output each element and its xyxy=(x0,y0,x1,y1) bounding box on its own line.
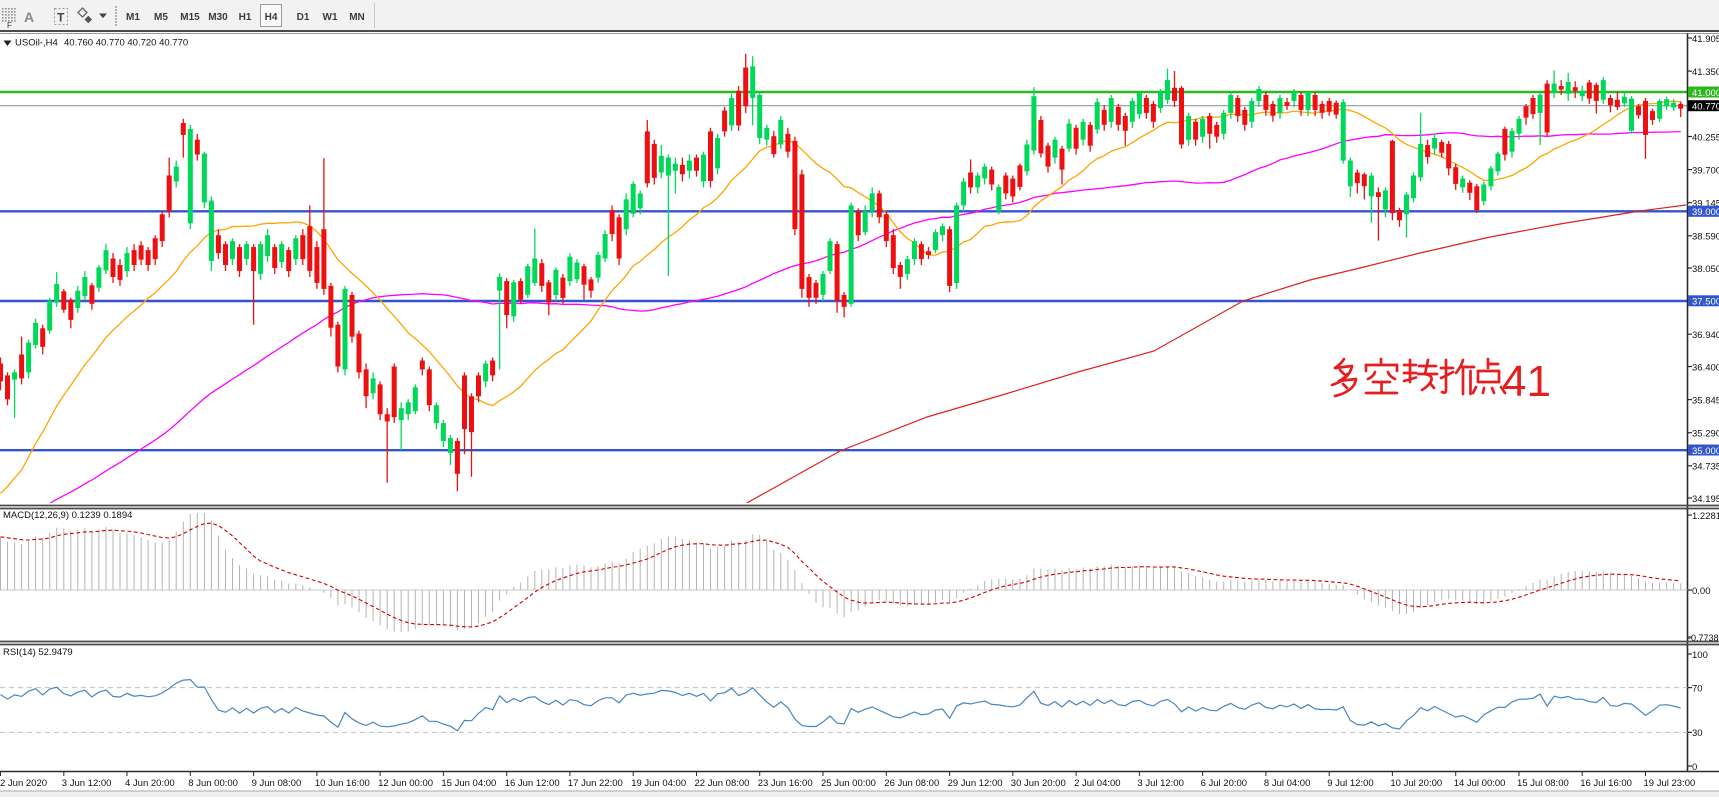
svg-text:W1: W1 xyxy=(323,12,338,23)
svg-text:100: 100 xyxy=(1692,650,1708,661)
svg-text:26 Jun 08:00: 26 Jun 08:00 xyxy=(884,778,939,789)
svg-text:25 Jun 00:00: 25 Jun 00:00 xyxy=(821,778,876,789)
svg-text:3 Jun 12:00: 3 Jun 12:00 xyxy=(62,778,112,789)
svg-text:T: T xyxy=(57,11,65,25)
svg-text:12 Jun 00:00: 12 Jun 00:00 xyxy=(378,778,433,789)
svg-text:22 Jun 08:00: 22 Jun 08:00 xyxy=(695,778,750,789)
svg-text:2 Jul 04:00: 2 Jul 04:00 xyxy=(1074,778,1120,789)
svg-text:M15: M15 xyxy=(180,12,200,23)
svg-text:41.350: 41.350 xyxy=(1692,67,1719,78)
svg-text:6 Jul 20:00: 6 Jul 20:00 xyxy=(1201,778,1247,789)
svg-text:9 Jun 08:00: 9 Jun 08:00 xyxy=(252,778,302,789)
svg-text:34.195: 34.195 xyxy=(1692,494,1719,505)
svg-text:39.145: 39.145 xyxy=(1692,199,1719,210)
svg-text:19 Jun 04:00: 19 Jun 04:00 xyxy=(631,778,686,789)
svg-text:30: 30 xyxy=(1692,728,1703,739)
svg-text:0.00: 0.00 xyxy=(1692,586,1711,597)
svg-text:17 Jun 22:00: 17 Jun 22:00 xyxy=(568,778,623,789)
svg-text:RSI(14) 52.9479: RSI(14) 52.9479 xyxy=(3,647,73,658)
svg-text:2 Jun 2020: 2 Jun 2020 xyxy=(0,778,47,789)
svg-text:4 Jun 20:00: 4 Jun 20:00 xyxy=(125,778,175,789)
svg-text:40.760 40.770 40.720 40.770: 40.760 40.770 40.720 40.770 xyxy=(64,38,188,49)
svg-text:F: F xyxy=(7,21,12,30)
svg-text:34.735: 34.735 xyxy=(1692,462,1719,473)
svg-text:H1: H1 xyxy=(239,12,252,23)
svg-text:1.2281: 1.2281 xyxy=(1692,511,1719,522)
svg-text:14 Jul 00:00: 14 Jul 00:00 xyxy=(1454,778,1506,789)
svg-text:36.400: 36.400 xyxy=(1692,362,1719,373)
svg-text:39.000: 39.000 xyxy=(1692,207,1719,218)
svg-text:H4: H4 xyxy=(265,12,278,23)
svg-text:38.590: 38.590 xyxy=(1692,232,1719,243)
svg-text:M5: M5 xyxy=(154,12,168,23)
svg-text:41.905: 41.905 xyxy=(1692,34,1719,45)
svg-text:35.845: 35.845 xyxy=(1692,395,1719,406)
svg-text:19 Jul 23:00: 19 Jul 23:00 xyxy=(1644,778,1696,789)
svg-text:3 Jul 12:00: 3 Jul 12:00 xyxy=(1137,778,1183,789)
svg-text:16 Jun 12:00: 16 Jun 12:00 xyxy=(505,778,560,789)
svg-text:36.940: 36.940 xyxy=(1692,330,1719,341)
svg-text:MACD(12,26,9) 0.1239 0.1894: MACD(12,26,9) 0.1239 0.1894 xyxy=(3,510,132,521)
svg-text:16 Jul 16:00: 16 Jul 16:00 xyxy=(1580,778,1632,789)
svg-text:35.290: 35.290 xyxy=(1692,429,1719,440)
svg-text:9 Jul 12:00: 9 Jul 12:00 xyxy=(1327,778,1373,789)
svg-text:15 Jul 08:00: 15 Jul 08:00 xyxy=(1517,778,1569,789)
svg-text:70: 70 xyxy=(1692,683,1703,694)
svg-text:41: 41 xyxy=(1502,357,1551,406)
svg-text:10 Jun 16:00: 10 Jun 16:00 xyxy=(315,778,370,789)
svg-text:-0.7738: -0.7738 xyxy=(1688,633,1719,643)
svg-text:30 Jun 20:00: 30 Jun 20:00 xyxy=(1011,778,1066,789)
svg-text:35.000: 35.000 xyxy=(1692,446,1719,457)
svg-text:41.000: 41.000 xyxy=(1692,88,1719,99)
svg-text:D1: D1 xyxy=(297,12,310,23)
svg-text:USOil-,H4: USOil-,H4 xyxy=(15,38,58,49)
svg-text:39.700: 39.700 xyxy=(1692,165,1719,176)
svg-text:MN: MN xyxy=(349,12,365,23)
svg-text:M30: M30 xyxy=(208,12,228,23)
svg-text:8 Jul 04:00: 8 Jul 04:00 xyxy=(1264,778,1310,789)
svg-text:23 Jun 16:00: 23 Jun 16:00 xyxy=(758,778,813,789)
svg-text:37.500: 37.500 xyxy=(1692,297,1719,308)
svg-text:0: 0 xyxy=(1692,762,1697,773)
svg-text:15 Jun 04:00: 15 Jun 04:00 xyxy=(441,778,496,789)
svg-text:40.255: 40.255 xyxy=(1692,132,1719,143)
svg-text:38.050: 38.050 xyxy=(1692,264,1719,275)
svg-text:40.770: 40.770 xyxy=(1692,102,1719,113)
svg-text:8 Jun 00:00: 8 Jun 00:00 xyxy=(188,778,238,789)
svg-text:10 Jul 20:00: 10 Jul 20:00 xyxy=(1390,778,1442,789)
svg-text:29 Jun 12:00: 29 Jun 12:00 xyxy=(948,778,1003,789)
svg-text:M1: M1 xyxy=(126,12,140,23)
svg-text:A: A xyxy=(24,9,34,25)
